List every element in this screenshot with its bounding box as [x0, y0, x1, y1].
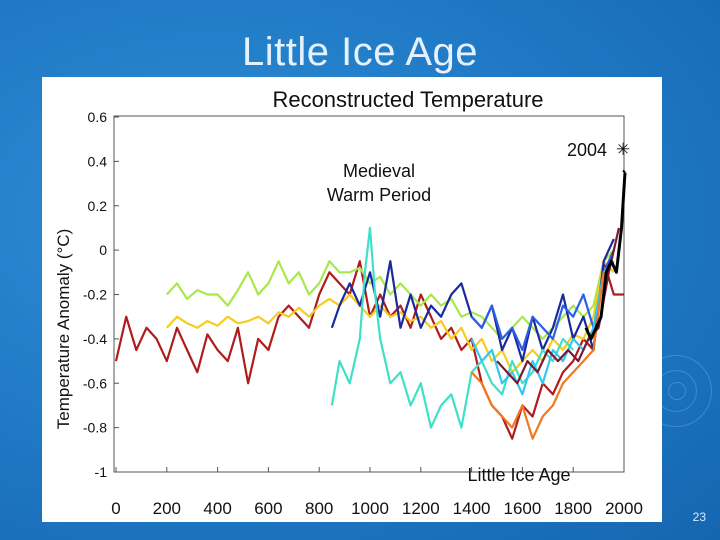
x-tick-label: 0	[111, 499, 120, 518]
background-swirl-3	[668, 382, 686, 400]
y-tick-label: -0.2	[83, 287, 107, 303]
x-tick-label: 800	[305, 499, 333, 518]
y-tick-label: 0.2	[88, 198, 108, 214]
y-tick-label: -0.6	[83, 375, 107, 391]
slide-title: Little Ice Age	[241, 30, 479, 74]
medieval-label-line1: Medieval	[343, 161, 415, 181]
x-tick-label: 200	[153, 499, 181, 518]
series-group	[114, 169, 627, 440]
x-tick-label: 1600	[503, 499, 541, 518]
x-ticks: 0 200 400 600 800 1000 1200 1400 1600 1800 2000	[111, 467, 643, 518]
y-tick-label: 0.4	[88, 153, 108, 169]
x-tick-label: 600	[254, 499, 282, 518]
page-number: 23	[692, 510, 706, 524]
y-tick-label: -1	[95, 464, 108, 480]
y-tick-label: 0.6	[88, 109, 108, 125]
medieval-label-line2: Warm Period	[327, 185, 431, 205]
series-orange	[470, 272, 605, 440]
series-blue	[470, 249, 615, 352]
year-2004-label: 2004	[567, 140, 607, 160]
y-ticks: 0.6 0.4 0.2 0 -0.2 -0.4 -0.6 -0.8 -1	[83, 109, 119, 480]
y-tick-label: 0	[99, 242, 107, 258]
series-instrumental	[584, 172, 627, 341]
y-tick-label: -0.4	[83, 331, 107, 347]
little-ice-age-label: Little Ice Age	[467, 465, 570, 485]
chart-title: Reconstructed Temperature	[272, 87, 543, 112]
x-tick-label: 1000	[351, 499, 389, 518]
y-tick-label: -0.8	[83, 420, 107, 436]
x-tick-label: 1400	[453, 499, 491, 518]
series-end-marker	[622, 169, 626, 174]
chart-figure: Reconstructed Temperature Temperature An…	[42, 77, 662, 522]
x-tick-label: 1200	[402, 499, 440, 518]
x-tick-label: 1800	[554, 499, 592, 518]
y-axis-label: Temperature Anomaly (°C)	[54, 229, 73, 429]
x-tick-label: 400	[203, 499, 231, 518]
temperature-chart: Reconstructed Temperature Temperature An…	[54, 87, 643, 518]
series-maroon	[496, 227, 620, 385]
star-marker-icon: ✳	[616, 140, 630, 160]
x-tick-label: 2000	[605, 499, 643, 518]
